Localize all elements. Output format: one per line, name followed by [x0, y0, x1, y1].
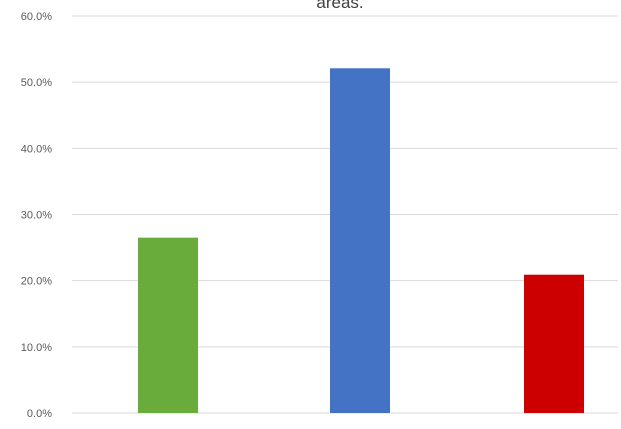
bars	[138, 68, 584, 413]
bar-1	[138, 237, 198, 413]
bar-2	[330, 68, 390, 413]
y-tick-label: 30.0%	[21, 210, 52, 222]
y-tick-label: 0.0%	[27, 408, 52, 420]
y-tick-label: 60.0%	[21, 11, 52, 23]
y-tick-label: 20.0%	[21, 276, 52, 288]
y-tick-label: 40.0%	[21, 143, 52, 155]
bar-3	[524, 274, 584, 413]
y-axis-tick-labels: 0.0% 10.0% 20.0% 30.0% 40.0% 50.0% 60.0%	[21, 11, 52, 420]
chart-title: areas.	[316, 0, 363, 12]
y-tick-label: 50.0%	[21, 77, 52, 89]
y-tick-label: 10.0%	[21, 342, 52, 354]
